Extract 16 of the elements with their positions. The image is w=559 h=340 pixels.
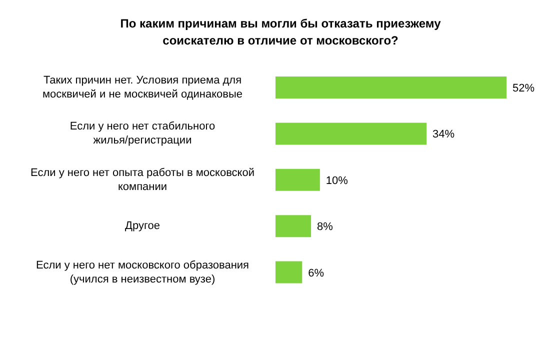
- y-tick-label: Если у него нет стабильного жилья/регистрации: [70, 120, 216, 147]
- chart-title: По каким причинам вы могли бы отказать приезжему соискателю в отличие от московского?: [120, 16, 442, 48]
- y-tick-label: Таких причин нет. Условия приема для москвичей и не москвичей одинаковые: [42, 74, 243, 100]
- bar: [276, 76, 506, 98]
- y-tick-label: Если у него нет московского образования (учился в неизвестном вузе): [36, 259, 250, 286]
- y-tick-label: Другое: [125, 220, 160, 232]
- y-tick-label: Если у него нет опыта работы в московской компании: [30, 166, 254, 193]
- data-label: 6%: [308, 267, 324, 280]
- bar: [276, 168, 320, 191]
- bar: [276, 122, 427, 145]
- bar: [276, 261, 302, 284]
- data-label: 52%: [512, 82, 535, 94]
- data-label: 8%: [317, 221, 334, 234]
- data-label: 10%: [326, 174, 348, 187]
- data-label: 34%: [432, 128, 455, 141]
- bar: [276, 215, 312, 238]
